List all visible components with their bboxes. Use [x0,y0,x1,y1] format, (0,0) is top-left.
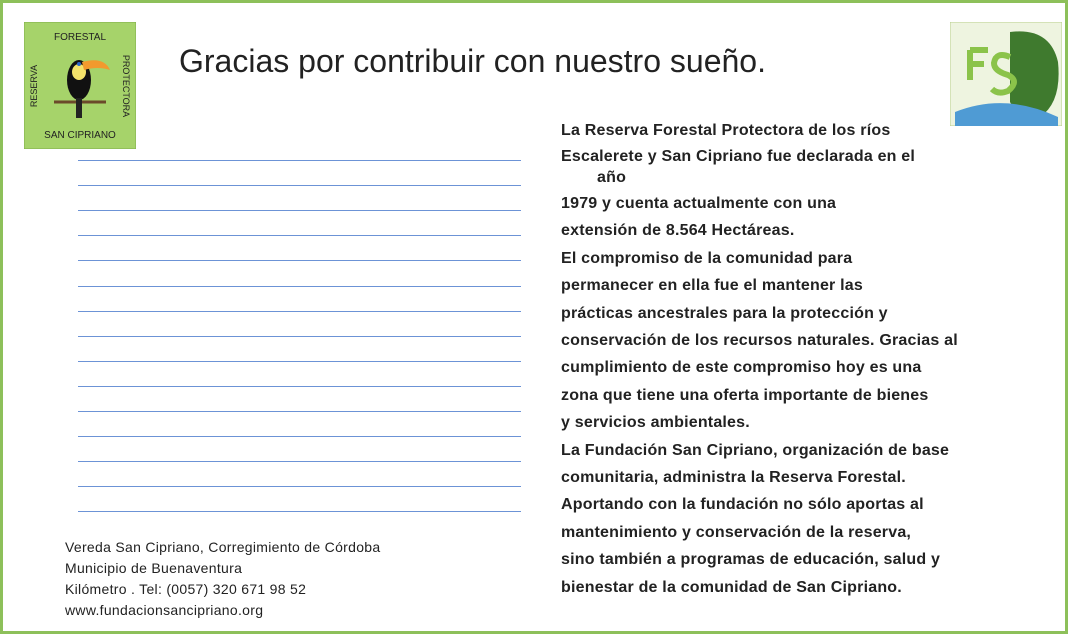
writing-line [78,235,521,236]
reserve-logo: FORESTAL RESERVA PROTECTORA SAN CIPRIANO [24,22,136,149]
body-line: La Reserva Forestal Protectora de los rí… [561,122,890,140]
page: {"header": {"title": "Gracias por contri… [0,0,1068,634]
footer-line: Kilómetro . Tel: (0057) 320 671 98 52 [65,581,306,597]
body-line: Escalerete y San Cipriano fue declarada … [561,148,915,166]
body-line: cumplimiento de este compromiso hoy es u… [561,359,921,377]
body-line: extensión de 8.564 Hectáreas. [561,222,794,240]
writing-line [78,361,521,362]
writing-line [78,436,521,437]
body-line: año [597,169,626,187]
body-line: 1979 y cuenta actualmente con una [561,195,836,213]
writing-line [78,386,521,387]
body-line: sino también a programas de educación, s… [561,551,940,569]
body-line: mantenimiento y conservación de la reser… [561,524,911,542]
logo-bottom-text: SAN CIPRIANO [44,130,116,141]
writing-line [78,311,521,312]
body-line: y servicios ambientales. [561,414,750,432]
body-line: prácticas ancestrales para la protección… [561,305,888,323]
writing-line [78,185,521,186]
writing-line [78,461,521,462]
foundation-logo [950,22,1062,126]
body-line: conservación de los recursos naturales. … [561,332,958,350]
writing-line [78,411,521,412]
body-line: bienestar de la comunidad de San Ciprian… [561,579,902,597]
body-line: La Fundación San Cipriano, organización … [561,442,949,460]
writing-line [78,286,521,287]
body-line: zona que tiene una oferta importante de … [561,387,928,405]
body-line: Aportando con la fundación no sólo aport… [561,496,924,514]
postcard: FORESTAL RESERVA PROTECTORA SAN CIPRIANO… [0,0,1068,634]
footer-line: Municipio de Buenaventura [65,560,242,576]
writing-line [78,486,521,487]
body-line: permanecer en ella fue el mantener las [561,277,863,295]
logo-top-text: FORESTAL [54,32,106,43]
writing-line [78,160,521,161]
footer-line: www.fundacionsancipriano.org [65,602,263,618]
writing-line [78,260,521,261]
logo-left-text: RESERVA [29,65,39,107]
writing-line [78,511,521,512]
footer-line: Vereda San Cipriano, Corregimiento de Có… [65,539,380,555]
body-line: comunitaria, administra la Reserva Fores… [561,469,906,487]
writing-line [78,336,521,337]
logo-right-text: PROTECTORA [121,55,131,117]
writing-line [78,210,521,211]
title: Gracias por contribuir con nuestro sueño… [179,43,766,80]
body-line: El compromiso de la comunidad para [561,250,852,268]
